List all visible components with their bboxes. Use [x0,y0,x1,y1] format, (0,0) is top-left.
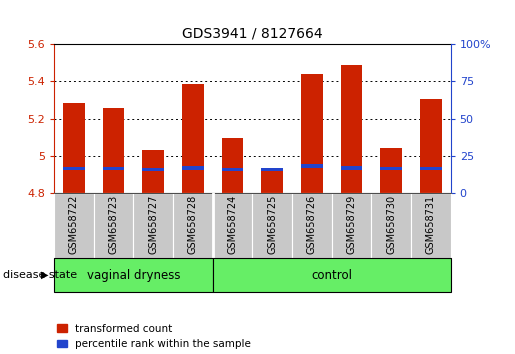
Text: GSM658725: GSM658725 [267,195,277,254]
Bar [420,99,442,193]
Bar [261,168,283,171]
Text: GSM658724: GSM658724 [228,195,237,254]
Bar [213,258,451,292]
Title: GDS3941 / 8127664: GDS3941 / 8127664 [182,26,323,40]
Bar [380,167,402,170]
Bar [301,164,323,168]
Bar [94,193,133,258]
Bar [173,193,213,258]
Bar [221,138,244,193]
Bar [261,168,283,193]
Bar [63,167,85,170]
Bar [182,84,204,193]
Bar [340,65,363,193]
Text: GSM658723: GSM658723 [109,195,118,254]
Bar [102,167,125,170]
Legend: transformed count, percentile rank within the sample: transformed count, percentile rank withi… [57,324,251,349]
Bar [380,148,402,193]
Bar [332,193,371,258]
Bar [371,193,411,258]
Bar [63,103,85,193]
Bar [182,166,204,170]
Bar [142,168,164,171]
Bar [292,193,332,258]
Text: GSM658726: GSM658726 [307,195,317,254]
Bar [340,166,363,170]
Bar [133,193,173,258]
Text: GSM658730: GSM658730 [386,195,396,254]
Text: GSM658722: GSM658722 [69,195,79,254]
Text: ▶: ▶ [41,270,49,280]
Bar [221,168,244,171]
Bar [213,193,252,258]
Text: control: control [311,269,352,282]
Bar [102,108,125,193]
Text: GSM658731: GSM658731 [426,195,436,254]
Text: GSM658727: GSM658727 [148,195,158,254]
Bar [420,167,442,170]
Bar [54,193,94,258]
Text: vaginal dryness: vaginal dryness [87,269,180,282]
Bar [252,193,292,258]
Bar [411,193,451,258]
Bar [54,258,213,292]
Bar [301,74,323,193]
Text: GSM658729: GSM658729 [347,195,356,254]
Text: disease state: disease state [3,270,77,280]
Bar [142,150,164,193]
Text: GSM658728: GSM658728 [188,195,198,254]
